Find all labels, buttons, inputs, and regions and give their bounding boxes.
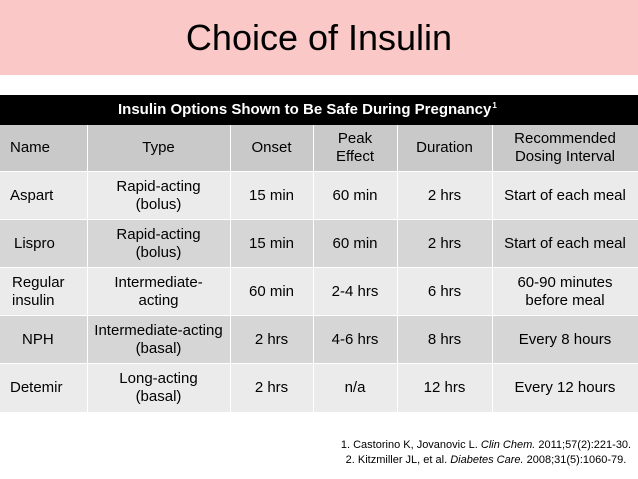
reference-journal: Clin Chem. [480,439,536,451]
cell-type: Intermediate-acting (basal) [87,315,231,364]
cell-duration: 8 hrs [397,315,493,364]
reference-2: 2. Kitzmiller JL, et al. Diabetes Care. … [338,453,634,468]
cell-interval: 60-90 minutes before meal [492,267,638,316]
slide-title: Choice of Insulin [185,17,453,58]
table-row: Aspart Rapid-acting (bolus) 15 min 60 mi… [0,171,638,220]
cell-type: Rapid-acting (bolus) [87,171,231,220]
cell-name: Aspart [0,171,88,220]
table-row: Regular insulin Intermediate-acting 60 m… [0,267,638,316]
header-type: Type [87,125,231,172]
cell-onset: 60 min [230,267,314,316]
cell-interval: Every 8 hours [492,315,638,364]
table-caption-text: Insulin Options Shown to Be Safe During … [118,101,492,118]
header-onset: Onset [230,125,314,172]
header-duration: Duration [397,125,493,172]
table-row: NPH Intermediate-acting (basal) 2 hrs 4-… [0,315,638,364]
cell-duration: 2 hrs [397,171,493,220]
cell-duration: 6 hrs [397,267,493,316]
cell-onset: 2 hrs [230,315,314,364]
reference-details: 2011;57(2):221-30. [535,439,632,451]
table-caption-bar: Insulin Options Shown to Be Safe During … [0,95,638,125]
reference-authors: 2. Kitzmiller JL, et al. [345,454,451,466]
table-header-row: Name Type Onset Peak Effect Duration Rec… [0,125,638,172]
cell-peak: 60 min [313,219,398,268]
cell-type: Long-acting (basal) [87,363,231,413]
cell-name: Regular insulin [0,267,88,316]
cell-peak: 60 min [313,171,398,220]
cell-interval: Every 12 hours [492,363,638,413]
caption-reference-marker: 1 [492,101,497,110]
reference-authors: 1. Castorino K, Jovanovic L. [340,439,481,451]
references: 1. Castorino K, Jovanovic L. Clin Chem. … [338,438,634,468]
cell-duration: 12 hrs [397,363,493,413]
cell-interval: Start of each meal [492,171,638,220]
cell-peak: n/a [313,363,398,413]
cell-name: Lispro [0,219,88,268]
cell-name: NPH [0,315,88,364]
cell-type: Rapid-acting (bolus) [87,219,231,268]
header-dosing-interval: Recommended Dosing Interval [492,125,638,172]
reference-details: 2008;31(5):1060-79. [523,454,627,466]
table-caption: Insulin Options Shown to Be Safe During … [118,101,497,118]
reference-journal: Diabetes Care. [450,454,524,466]
cell-onset: 15 min [230,171,314,220]
cell-peak: 4-6 hrs [313,315,398,364]
cell-interval: Start of each meal [492,219,638,268]
cell-name: Detemir [0,363,88,413]
table-row: Lispro Rapid-acting (bolus) 15 min 60 mi… [0,219,638,268]
title-band [0,0,638,75]
cell-peak: 2-4 hrs [313,267,398,316]
cell-onset: 15 min [230,219,314,268]
table-row: Detemir Long-acting (basal) 2 hrs n/a 12… [0,363,638,413]
cell-type: Intermediate-acting [87,267,231,316]
cell-duration: 2 hrs [397,219,493,268]
reference-1: 1. Castorino K, Jovanovic L. Clin Chem. … [338,438,634,453]
insulin-table: Name Type Onset Peak Effect Duration Rec… [0,125,638,413]
header-name: Name [0,125,88,172]
header-peak-effect: Peak Effect [313,125,398,172]
cell-onset: 2 hrs [230,363,314,413]
